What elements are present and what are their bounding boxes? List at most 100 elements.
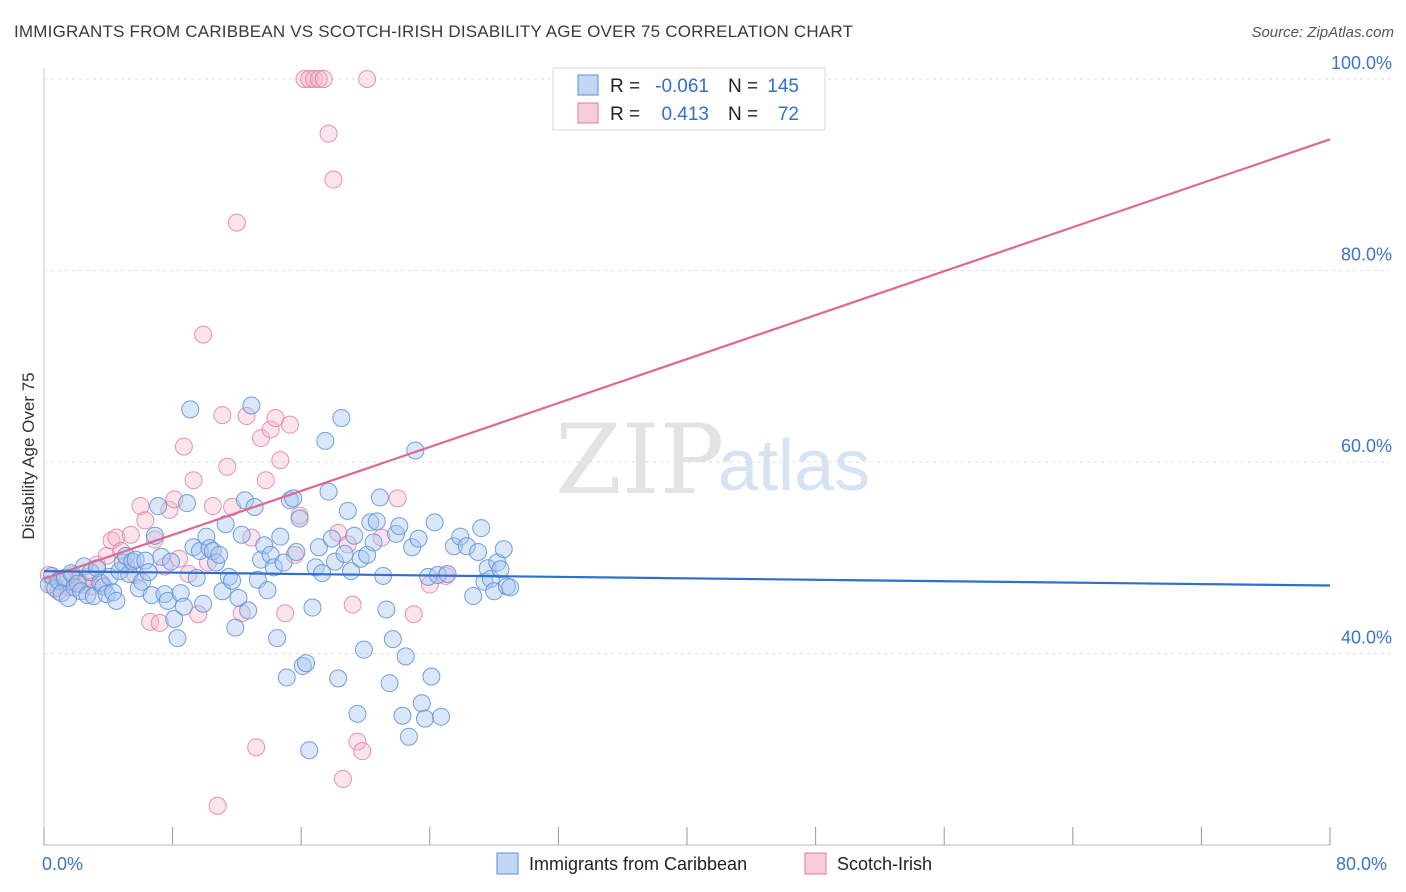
caribbean-point-53 [210, 545, 229, 564]
caribbean-point-72 [271, 527, 290, 546]
caribbean-point-57 [223, 571, 242, 590]
caribbean-point-138 [501, 578, 520, 597]
caribbean-point-87 [319, 482, 338, 501]
caribbean-point-91 [332, 408, 351, 427]
legend-r-label-pink: R = [610, 104, 640, 125]
caribbean-point-62 [239, 601, 258, 620]
x-tick-label-max: 80.0% [1336, 854, 1387, 874]
scotch-irish-point-20 [136, 511, 155, 530]
scotch-irish-point-15 [112, 542, 131, 561]
caribbean-point-98 [354, 640, 373, 659]
caribbean-point-88 [322, 529, 341, 548]
caribbean-point-100 [361, 513, 380, 532]
caribbean-point-96 [348, 704, 367, 723]
scotch-irish-point-46 [261, 420, 280, 439]
caribbean-point-114 [406, 441, 425, 460]
scotch-irish-point-56 [309, 70, 328, 88]
legend-r-value-pink: 0.413 [661, 104, 709, 125]
scotch-irish-point-34 [203, 497, 222, 516]
caribbean-point-124 [444, 537, 463, 556]
caribbean-point-27 [126, 550, 145, 569]
caribbean-point-68 [258, 581, 277, 600]
scotch-irish-point-65 [353, 742, 372, 761]
caribbean-point-95 [345, 526, 364, 545]
caribbean-point-105 [377, 600, 396, 619]
caribbean-point-115 [409, 529, 428, 548]
caribbean-point-18 [97, 585, 116, 604]
watermark-zip: ZIP [555, 404, 724, 516]
caribbean-point-79 [293, 656, 312, 675]
caribbean-points [39, 396, 520, 760]
caribbean-trend-line [43, 570, 1331, 587]
caribbean-point-39 [165, 610, 184, 629]
trend-lines [43, 138, 1331, 587]
scotch-irish-point-25 [160, 500, 179, 519]
scotch-irish-point-68 [388, 489, 407, 508]
scotch-irish-point-61 [333, 769, 352, 788]
scotch-irish-point-49 [276, 604, 295, 623]
scotch-irish-point-31 [189, 605, 208, 624]
caribbean-point-123 [438, 565, 457, 584]
caribbean-point-78 [290, 509, 309, 528]
scotch-irish-point-22 [145, 530, 164, 549]
caribbean-point-119 [422, 667, 441, 686]
caribbean-point-58 [226, 618, 245, 637]
bottom-legend-label-caribbean: Immigrants from Caribbean [529, 854, 747, 874]
caribbean-point-81 [300, 741, 319, 760]
bottom-legend-label-scotch-irish: Scotch-Irish [837, 854, 932, 874]
legend-r-label-blue: R = [610, 76, 640, 97]
watermark-atlas: atlas [718, 426, 870, 506]
y-tick-labels: 40.0% 60.0% 80.0% 100.0% [1331, 53, 1392, 648]
caribbean-point-135 [491, 560, 510, 579]
legend-n-value-blue: 145 [767, 76, 799, 97]
caribbean-point-90 [329, 669, 348, 688]
y-tick-label-100: 100.0% [1331, 53, 1392, 73]
caribbean-point-43 [178, 494, 197, 513]
x-ticks [43, 827, 1331, 845]
scotch-irish-point-43 [247, 738, 266, 757]
caribbean-point-82 [303, 598, 322, 617]
legend-n-value-pink: 72 [778, 104, 799, 125]
caribbean-point-129 [472, 519, 491, 538]
caribbean-point-117 [415, 709, 434, 728]
scotch-irish-point-55 [305, 70, 324, 88]
scotch-irish-point-19 [131, 497, 150, 516]
scotch-irish-point-21 [141, 612, 160, 631]
scotch-irish-point-69 [404, 605, 423, 624]
watermark: ZIP atlas [555, 404, 870, 516]
caribbean-point-128 [469, 543, 488, 562]
caribbean-point-34 [149, 497, 168, 516]
caribbean-point-110 [393, 706, 412, 725]
caribbean-point-12 [78, 586, 97, 605]
caribbean-point-60 [232, 525, 251, 544]
scotch-irish-point-35 [208, 796, 227, 815]
scotch-irish-points [39, 70, 455, 815]
caribbean-point-92 [335, 544, 354, 563]
legend-r-value-blue: -0.061 [655, 76, 709, 97]
y-tick-label-40: 40.0% [1341, 628, 1392, 648]
scotch-irish-point-64 [348, 732, 367, 751]
caribbean-point-101 [364, 533, 383, 552]
chart-title: IMMIGRANTS FROM CARIBBEAN VS SCOTCH-IRIS… [14, 22, 854, 41]
scotch-irish-point-48 [271, 451, 290, 470]
caribbean-point-67 [255, 536, 274, 555]
caribbean-point-73 [274, 553, 293, 572]
scotch-irish-trend-line [43, 138, 1331, 580]
scotch-irish-point-58 [319, 124, 338, 143]
caribbean-point-59 [229, 588, 248, 607]
bottom-legend: Immigrants from Caribbean Scotch-Irish [496, 852, 932, 875]
legend-swatch-blue [577, 74, 599, 96]
scotch-irish-point-57 [314, 70, 333, 88]
scotch-irish-point-32 [194, 325, 213, 344]
scotch-irish-point-14 [107, 528, 126, 547]
caribbean-point-107 [383, 630, 402, 649]
caribbean-point-74 [277, 668, 296, 687]
caribbean-point-70 [264, 558, 283, 577]
scotch-irish-point-45 [256, 471, 275, 490]
caribbean-point-136 [494, 540, 513, 559]
caribbean-point-61 [235, 491, 254, 510]
caribbean-point-42 [174, 597, 193, 616]
caribbean-point-63 [242, 396, 261, 415]
caribbean-point-84 [309, 538, 328, 557]
scotch-irish-point-23 [150, 613, 169, 632]
